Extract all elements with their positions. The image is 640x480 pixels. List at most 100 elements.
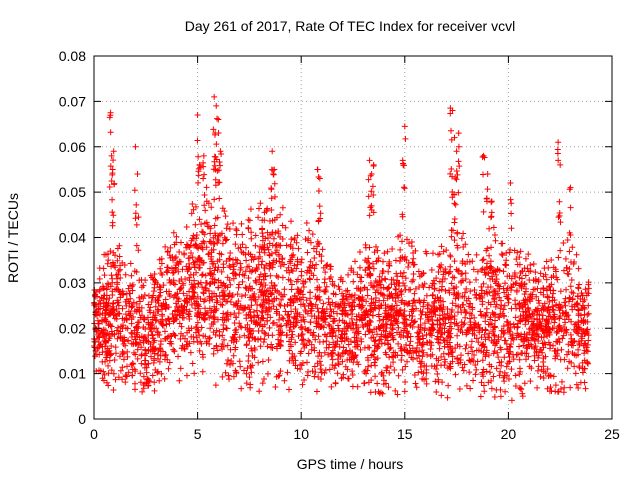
data-marker <box>493 271 500 278</box>
data-marker <box>182 276 189 283</box>
data-marker <box>245 263 252 270</box>
data-marker <box>113 312 120 319</box>
data-marker <box>522 288 529 295</box>
data-marker <box>147 309 154 316</box>
data-marker <box>288 252 295 259</box>
data-marker <box>238 324 245 331</box>
data-marker <box>516 261 523 268</box>
data-marker <box>438 362 445 369</box>
data-marker <box>359 315 366 322</box>
data-marker <box>116 242 123 249</box>
data-marker <box>151 271 158 278</box>
data-marker <box>199 351 206 358</box>
data-marker <box>164 269 171 276</box>
data-marker <box>232 241 239 248</box>
data-marker <box>518 281 525 288</box>
data-marker <box>158 255 165 262</box>
data-marker <box>427 330 434 337</box>
data-marker <box>335 301 342 308</box>
outlier-marker <box>451 200 458 207</box>
data-marker <box>446 339 453 346</box>
data-marker <box>522 296 529 303</box>
data-marker <box>411 297 418 304</box>
data-marker <box>440 320 447 327</box>
data-marker <box>461 320 468 327</box>
data-marker <box>138 360 145 367</box>
data-marker <box>409 259 416 266</box>
data-marker <box>170 280 177 287</box>
data-marker <box>328 353 335 360</box>
data-marker <box>395 294 402 301</box>
data-marker <box>379 258 386 265</box>
data-marker <box>557 305 564 312</box>
outlier-marker <box>211 162 218 169</box>
data-marker <box>475 339 482 346</box>
data-marker <box>186 260 193 267</box>
data-marker <box>498 250 505 257</box>
data-marker <box>208 204 215 211</box>
data-marker <box>183 306 190 313</box>
data-marker <box>258 308 265 315</box>
data-marker <box>485 270 492 277</box>
data-marker <box>226 225 233 232</box>
data-marker <box>368 306 375 313</box>
data-marker <box>510 321 517 328</box>
data-marker <box>309 332 316 339</box>
data-marker <box>129 372 136 379</box>
outlier-marker <box>367 204 374 211</box>
data-marker <box>307 239 314 246</box>
outlier-marker <box>110 148 117 155</box>
data-marker <box>255 255 262 262</box>
data-marker <box>512 372 519 379</box>
data-marker <box>125 369 132 376</box>
data-marker <box>301 376 308 383</box>
data-marker <box>281 286 288 293</box>
data-marker <box>307 289 314 296</box>
data-marker <box>563 313 570 320</box>
data-marker <box>534 331 541 338</box>
data-marker <box>137 370 144 377</box>
data-marker <box>343 335 350 342</box>
data-marker <box>188 301 195 308</box>
data-marker <box>458 319 465 326</box>
data-marker <box>216 250 223 257</box>
data-marker <box>521 265 528 272</box>
data-marker <box>128 333 135 340</box>
data-marker <box>345 341 352 348</box>
data-marker <box>226 255 233 262</box>
data-marker <box>513 334 520 341</box>
outlier-marker <box>556 210 563 217</box>
data-marker <box>195 303 202 310</box>
data-marker <box>198 314 205 321</box>
data-marker <box>161 328 168 335</box>
data-marker <box>323 263 330 270</box>
data-marker <box>138 351 145 358</box>
data-marker <box>320 338 327 345</box>
data-marker <box>458 271 465 278</box>
data-marker <box>480 256 487 263</box>
data-marker <box>365 357 372 364</box>
data-marker <box>116 253 123 260</box>
data-marker <box>479 327 486 334</box>
data-marker <box>365 255 372 262</box>
outlier-marker <box>109 219 116 226</box>
data-marker <box>401 313 408 320</box>
data-marker <box>261 265 268 272</box>
data-marker <box>394 391 401 398</box>
data-marker <box>426 338 433 345</box>
outlier-marker <box>400 162 407 169</box>
data-marker <box>430 277 437 284</box>
outlier-marker <box>314 166 321 173</box>
data-marker <box>548 256 555 263</box>
data-marker <box>518 331 525 338</box>
data-marker <box>543 258 550 265</box>
data-marker <box>259 380 266 387</box>
data-marker <box>279 204 286 211</box>
data-marker <box>260 315 267 322</box>
data-marker <box>348 315 355 322</box>
data-marker <box>413 384 420 391</box>
data-marker <box>162 301 169 308</box>
data-marker <box>525 313 532 320</box>
data-marker <box>460 243 467 250</box>
data-marker <box>128 316 135 323</box>
